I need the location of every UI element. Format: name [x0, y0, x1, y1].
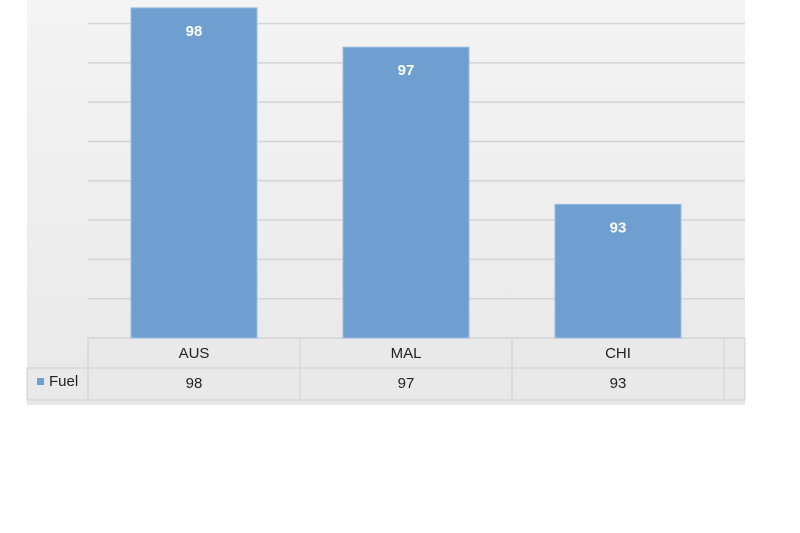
table-body	[87, 337, 746, 401]
table-value: 93	[610, 375, 627, 392]
legend-label: Fuel	[49, 373, 78, 390]
data-label: 93	[610, 219, 627, 236]
bar	[342, 46, 470, 339]
category-label: AUS	[179, 345, 210, 362]
legend-swatch	[37, 378, 44, 385]
table-value: 98	[186, 375, 203, 392]
data-label: 97	[398, 62, 415, 79]
data-table	[26, 337, 746, 401]
category-label: CHI	[605, 345, 631, 362]
data-label: 98	[186, 23, 203, 40]
bar	[130, 7, 258, 339]
category-label: MAL	[391, 345, 422, 362]
bar	[554, 203, 682, 339]
table-value: 97	[398, 375, 415, 392]
